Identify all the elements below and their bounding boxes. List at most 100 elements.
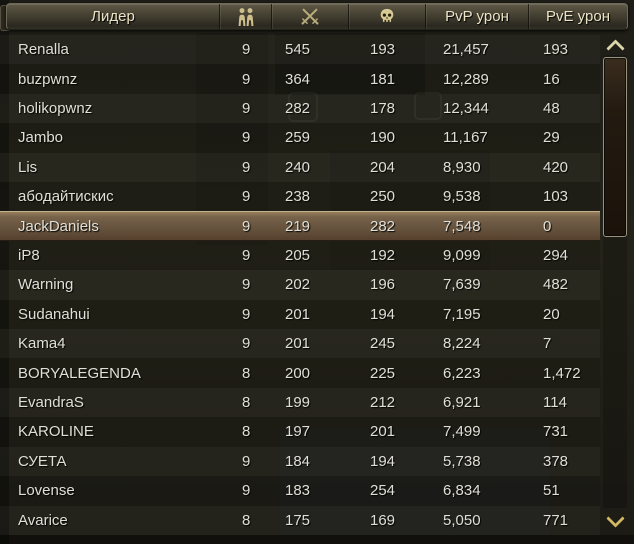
party-size-value: 9 <box>242 482 251 500</box>
column-header-deaths[interactable] <box>348 4 425 29</box>
header-left-notch <box>0 5 9 31</box>
party-size-value: 9 <box>242 41 251 59</box>
table-row[interactable]: СУЕТА 9 184 194 5,738 378 <box>0 446 600 477</box>
deaths-value: 254 <box>370 482 396 500</box>
table-row[interactable]: Sudanahui 9 201 194 7,195 20 <box>0 299 600 330</box>
player-name: JackDaniels <box>18 217 99 235</box>
kills-value: 259 <box>285 129 311 147</box>
pvp-damage-value: 8,224 <box>443 335 481 353</box>
deaths-value: 190 <box>370 129 396 147</box>
table-row[interactable]: Lis 9 240 204 8,930 420 <box>0 152 600 183</box>
kills-value: 364 <box>285 70 311 88</box>
pve-damage-value: 378 <box>543 452 569 470</box>
pve-damage-value: 103 <box>543 188 569 206</box>
table-row[interactable]: Jambo 9 259 190 11,167 29 <box>0 123 600 153</box>
pvp-damage-value: 6,921 <box>443 394 481 412</box>
table-row[interactable]: buzpwnz 9 364 181 12,289 16 <box>0 64 600 94</box>
pve-damage-value: 0 <box>543 217 552 235</box>
table-row[interactable]: Renalla 9 545 193 21,457 193 <box>0 35 600 65</box>
player-name: Jambo <box>18 129 64 147</box>
pve-damage-value: 420 <box>543 158 569 176</box>
player-name: Sudanahui <box>18 305 90 323</box>
table-row[interactable]: Warning 9 202 196 7,639 482 <box>0 270 600 300</box>
pvp-damage-value: 12,289 <box>443 70 489 88</box>
pvp-damage-value: 7,499 <box>443 423 481 441</box>
kills-value: 175 <box>285 511 311 529</box>
kills-value: 197 <box>285 423 311 441</box>
pvp-damage-value: 6,223 <box>443 364 481 382</box>
kills-value: 219 <box>285 217 311 235</box>
table-row[interactable]: абодайтискис 9 238 250 9,538 103 <box>0 182 600 212</box>
player-name: iP8 <box>18 247 40 265</box>
player-name: Renalla <box>18 41 69 59</box>
panel-bottom-edge <box>0 535 634 544</box>
player-name: BORYALEGENDA <box>18 364 141 382</box>
scroll-down-button[interactable] <box>599 509 632 530</box>
table-row[interactable]: KAROLINE 8 197 201 7,499 731 <box>0 417 600 447</box>
scrollbar <box>599 33 632 538</box>
table-row[interactable]: holikopwnz 9 282 178 12,344 48 <box>0 93 600 124</box>
deaths-value: 194 <box>370 305 396 323</box>
player-name: Avarice <box>18 511 68 529</box>
kills-value: 200 <box>285 364 311 382</box>
scroll-up-button[interactable] <box>599 35 632 58</box>
column-header-pve-damage[interactable]: PvE урон <box>528 4 627 29</box>
party-members-icon <box>234 7 258 27</box>
deaths-value: 245 <box>370 335 396 353</box>
kills-value: 202 <box>285 276 311 294</box>
pvp-damage-value: 21,457 <box>443 41 489 59</box>
pvp-damage-value: 8,930 <box>443 158 481 176</box>
deaths-value: 250 <box>370 188 396 206</box>
column-header-leader[interactable]: Лидер <box>7 4 219 29</box>
column-header-pvp-damage[interactable]: PvP урон <box>425 4 528 29</box>
scrollbar-thumb[interactable] <box>603 57 627 237</box>
deaths-value: 204 <box>370 158 396 176</box>
party-size-value: 8 <box>242 423 251 441</box>
table-row[interactable]: iP8 9 205 192 9,099 294 <box>0 240 600 271</box>
pvp-damage-value: 9,538 <box>443 188 481 206</box>
pve-damage-value: 193 <box>543 41 569 59</box>
pvp-damage-column-label: PvP урон <box>445 8 509 25</box>
table-row[interactable]: JackDaniels 9 219 282 7,548 0 <box>0 211 600 241</box>
kills-value: 205 <box>285 247 311 265</box>
player-name: СУЕТА <box>18 452 67 470</box>
kills-value: 201 <box>285 335 311 353</box>
table-row[interactable]: Lovense 9 183 254 6,834 51 <box>0 476 600 506</box>
table-row[interactable]: BORYALEGENDA 8 200 225 6,223 1,472 <box>0 358 600 388</box>
party-size-value: 9 <box>242 217 251 235</box>
pvp-damage-value: 7,548 <box>443 217 481 235</box>
player-name: абодайтискис <box>18 188 114 206</box>
pve-damage-value: 48 <box>543 100 560 118</box>
pve-damage-value: 20 <box>543 305 560 323</box>
table-row[interactable]: Kama4 9 201 245 8,224 7 <box>0 329 600 359</box>
party-size-value: 9 <box>242 247 251 265</box>
party-size-value: 9 <box>242 158 251 176</box>
party-size-value: 8 <box>242 364 251 382</box>
pvp-damage-value: 5,738 <box>443 452 481 470</box>
pve-damage-value: 731 <box>543 423 569 441</box>
deaths-value: 201 <box>370 423 396 441</box>
pve-damage-value: 51 <box>543 482 560 500</box>
leader-column-label: Лидер <box>91 8 135 25</box>
deaths-value: 192 <box>370 247 396 265</box>
pve-damage-value: 16 <box>543 70 560 88</box>
kills-value: 184 <box>285 452 311 470</box>
party-size-value: 8 <box>242 511 251 529</box>
deaths-value: 193 <box>370 41 396 59</box>
column-header-kills[interactable] <box>271 4 348 29</box>
pvp-damage-value: 11,167 <box>443 129 488 147</box>
pvp-damage-value: 7,195 <box>443 305 481 323</box>
player-name: Kama4 <box>18 335 66 353</box>
party-size-value: 9 <box>242 129 251 147</box>
pvp-damage-value: 9,099 <box>443 247 481 265</box>
table-row[interactable]: Avarice 8 175 169 5,050 771 <box>0 505 600 535</box>
column-header-party-size[interactable] <box>219 4 271 29</box>
pve-damage-value: 7 <box>543 335 552 353</box>
deaths-value: 282 <box>370 217 396 235</box>
table-row[interactable]: EvandraS 8 199 212 6,921 114 <box>0 387 600 418</box>
party-size-value: 9 <box>242 188 251 206</box>
pvp-damage-value: 5,050 <box>443 511 481 529</box>
chevron-down-icon <box>606 509 625 528</box>
pve-damage-column-label: PvE урон <box>546 8 610 25</box>
